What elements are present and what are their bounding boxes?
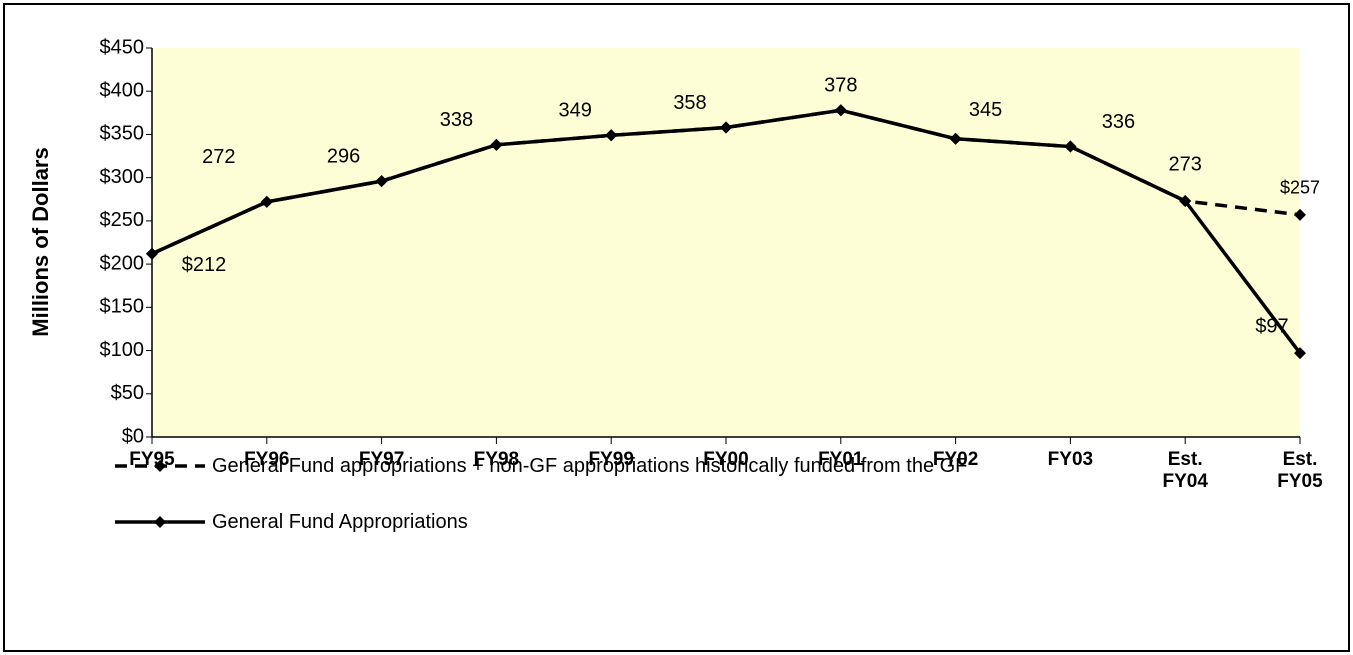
data-label: $212: [182, 254, 227, 276]
y-tick-label: $400: [100, 80, 145, 102]
marker: [720, 121, 732, 134]
y-tick-label: $300: [100, 166, 145, 188]
x-tick-label: Est. FY05: [1277, 449, 1323, 492]
x-tick-label: FY02: [932, 449, 979, 470]
marker: [1294, 347, 1306, 360]
x-tick-label: FY97: [358, 449, 405, 470]
data-label: 336: [1102, 111, 1135, 133]
x-tick-label: Est. FY04: [1162, 449, 1208, 492]
data-label: 349: [559, 100, 592, 122]
x-tick-label: FY00: [703, 449, 749, 470]
marker: [1294, 208, 1306, 221]
legend-label: General Fund appropriations + non-GF app…: [212, 455, 968, 477]
data-label: 296: [327, 145, 360, 167]
data-label: 338: [440, 109, 473, 131]
data-label: 273: [1169, 153, 1202, 175]
x-tick-label: FY99: [588, 449, 634, 470]
x-tick-label: FY96: [244, 449, 290, 470]
marker: [375, 175, 388, 188]
y-axis-label: Millions of Dollars: [28, 147, 53, 336]
marker: [949, 132, 962, 145]
x-tick-label: FY95: [129, 449, 175, 470]
plot-area: [152, 48, 1300, 437]
y-tick-label: $200: [100, 252, 145, 274]
x-tick-label: FY98: [473, 449, 520, 470]
data-label: 345: [969, 99, 1002, 121]
marker: [490, 138, 503, 151]
data-label: $257: [1280, 178, 1320, 198]
legend-label: General Fund Appropriations: [212, 511, 468, 533]
y-tick-label: $350: [100, 123, 145, 145]
marker: [834, 104, 847, 117]
data-label: 272: [202, 146, 235, 168]
marker: [146, 247, 158, 260]
marker: [1064, 140, 1077, 153]
marker: [1179, 195, 1192, 208]
y-tick-label: $450: [100, 36, 145, 58]
y-tick-label: $50: [111, 382, 144, 404]
data-label: $97: [1255, 315, 1288, 337]
data-label: 358: [673, 92, 706, 114]
y-tick-label: $100: [100, 339, 145, 361]
x-tick-label: FY03: [1047, 449, 1094, 470]
marker: [260, 195, 273, 208]
legend-marker: [154, 460, 166, 472]
data-label: 378: [824, 75, 857, 97]
legend-marker: [154, 516, 166, 528]
marker: [605, 129, 618, 142]
y-tick-label: $150: [100, 296, 145, 318]
y-tick-label: $250: [100, 209, 145, 231]
y-tick-label: $0: [122, 425, 144, 447]
x-tick-label: FY01: [818, 449, 864, 470]
